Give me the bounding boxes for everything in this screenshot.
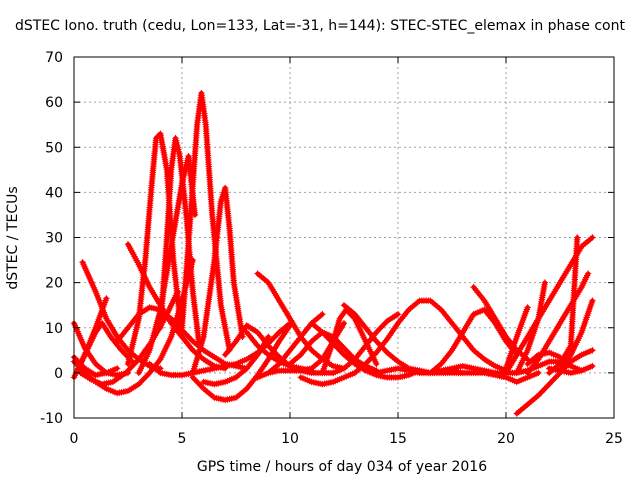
x-tick-label: 0 xyxy=(70,431,79,447)
chart-title: dSTEC Iono. truth (cedu, Lon=133, Lat=-3… xyxy=(15,18,625,34)
series-markers xyxy=(427,306,520,377)
series-28 xyxy=(330,311,402,377)
series-markers xyxy=(351,297,510,377)
y-tick-label: 30 xyxy=(45,231,63,247)
series-6 xyxy=(75,320,138,372)
series-38 xyxy=(502,304,531,372)
series-37 xyxy=(513,279,549,377)
series-markers xyxy=(75,320,138,372)
series-35 xyxy=(513,347,596,417)
data-marks xyxy=(70,89,596,417)
series-43 xyxy=(524,349,564,368)
x-tick-label: 15 xyxy=(389,431,407,447)
x-tick-label: 25 xyxy=(605,431,623,447)
series-markers xyxy=(513,279,549,377)
series-42 xyxy=(546,362,596,377)
axis-ticks: 0 5 10 15 20 25 -10 0 10 20 30 40 50 60 70 xyxy=(40,50,623,447)
y-tick-label: 60 xyxy=(45,95,63,111)
series-markers xyxy=(297,369,358,388)
series-13 xyxy=(178,89,233,354)
y-tick-label: 10 xyxy=(45,321,63,337)
x-tick-label: 10 xyxy=(281,431,299,447)
y-tick-label: 0 xyxy=(54,366,63,382)
series-12 xyxy=(135,153,199,377)
y-tick-label: 20 xyxy=(45,276,63,292)
series-markers xyxy=(330,311,402,377)
y-axis-label: dSTEC / TECUs xyxy=(5,186,21,289)
y-tick-label: -10 xyxy=(40,411,63,427)
x-axis-label: GPS time / hours of day 034 of year 2016 xyxy=(197,459,487,475)
series-markers xyxy=(513,347,596,417)
x-tick-label: 5 xyxy=(178,431,187,447)
y-tick-label: 40 xyxy=(45,185,63,201)
series-markers xyxy=(502,304,531,372)
series-27 xyxy=(297,369,358,388)
series-markers xyxy=(524,349,564,368)
series-markers xyxy=(79,259,164,372)
series-29 xyxy=(351,297,510,377)
y-tick-label: 70 xyxy=(45,50,63,66)
x-tick-label: 20 xyxy=(497,431,515,447)
series-markers xyxy=(546,362,596,377)
y-tick-label: 50 xyxy=(45,140,63,156)
series-17 xyxy=(200,333,272,388)
